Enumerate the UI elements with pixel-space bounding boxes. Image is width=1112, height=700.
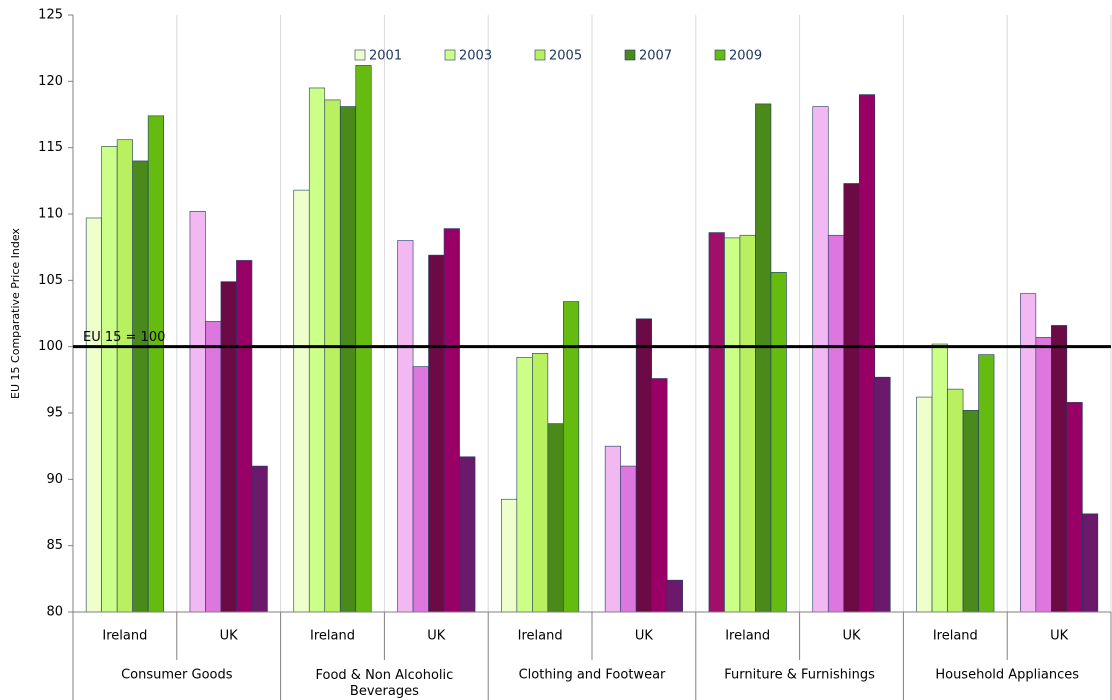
bar xyxy=(1035,337,1052,613)
bar xyxy=(843,183,860,613)
y-tick-label: 80 xyxy=(46,605,63,620)
bar xyxy=(532,352,549,613)
bar xyxy=(1020,293,1037,613)
bar xyxy=(874,376,891,613)
x-tick-label: UK xyxy=(1050,629,1069,644)
bar xyxy=(339,106,357,613)
reference-label: EU 15 = 100 xyxy=(83,330,165,345)
bar xyxy=(724,237,741,613)
bar xyxy=(116,139,133,613)
bar xyxy=(412,366,429,613)
x-tick-label: UK xyxy=(842,629,861,644)
bar xyxy=(236,260,253,613)
y-axis-label: EU 15 Comparative Price Index xyxy=(9,228,22,399)
bar xyxy=(620,465,637,613)
x-tick-label: UK xyxy=(635,629,654,644)
bar xyxy=(978,354,995,613)
bar xyxy=(1066,402,1083,613)
bar xyxy=(355,65,372,613)
y-tick-label: 105 xyxy=(38,273,63,288)
legend-swatch xyxy=(354,49,366,61)
group-label: Clothing and Footwear xyxy=(519,668,666,683)
bar xyxy=(189,211,206,613)
legend-swatch xyxy=(534,49,546,61)
bar xyxy=(501,498,518,613)
x-tick-label: Ireland xyxy=(518,629,563,644)
x-tick-label: Ireland xyxy=(310,629,355,644)
bar xyxy=(604,445,621,613)
bar xyxy=(220,281,237,613)
bar xyxy=(962,410,979,613)
y-tick-label: 85 xyxy=(46,538,63,553)
legend-swatch xyxy=(624,49,636,61)
legend-label: 2005 xyxy=(549,49,582,64)
bar xyxy=(827,234,845,613)
bar xyxy=(443,228,460,613)
x-tick-label: Ireland xyxy=(933,629,978,644)
bar xyxy=(916,396,933,613)
group-label: Furniture & Furnishings xyxy=(724,668,875,683)
bar xyxy=(651,378,668,613)
bar xyxy=(1082,513,1099,613)
bar xyxy=(397,240,414,613)
bar xyxy=(147,115,164,613)
x-tick-label: UK xyxy=(220,629,239,644)
y-tick-label: 115 xyxy=(38,140,63,155)
bar xyxy=(635,318,652,613)
bar xyxy=(666,579,683,613)
legend-swatch xyxy=(714,49,726,61)
bar xyxy=(770,272,787,613)
legend-label: 2009 xyxy=(729,49,762,64)
bar xyxy=(101,146,118,613)
y-tick-label: 95 xyxy=(46,406,63,421)
group-label: Consumer Goods xyxy=(121,668,233,683)
bar xyxy=(459,456,476,613)
group-label: Food & Non Alcoholic Beverages xyxy=(316,668,454,699)
bar xyxy=(708,232,725,613)
bar xyxy=(739,234,756,613)
legend-label: 2001 xyxy=(369,49,402,64)
x-tick-label: Ireland xyxy=(725,629,770,644)
x-tick-label: UK xyxy=(427,629,446,644)
bar xyxy=(1051,325,1068,613)
bar xyxy=(931,343,948,613)
bar xyxy=(547,423,564,613)
y-tick-label: 125 xyxy=(38,8,63,23)
group-label: Household Appliances xyxy=(935,668,1079,683)
legend-label: 2007 xyxy=(639,49,672,64)
legend-swatch xyxy=(444,49,456,61)
bar xyxy=(947,388,964,613)
bar xyxy=(251,465,268,613)
bar xyxy=(516,356,533,613)
bar xyxy=(812,106,829,613)
bar xyxy=(85,217,102,613)
y-tick-label: 110 xyxy=(38,207,63,222)
bar xyxy=(132,160,149,613)
bar xyxy=(293,189,310,613)
y-tick-label: 100 xyxy=(38,339,63,354)
bar xyxy=(428,254,445,613)
bar xyxy=(205,321,222,613)
bar xyxy=(308,87,326,613)
y-tick-label: 90 xyxy=(46,472,63,487)
bar xyxy=(858,94,876,613)
y-tick-label: 120 xyxy=(38,74,63,89)
bar xyxy=(755,103,772,613)
legend-label: 2003 xyxy=(459,49,492,64)
x-tick-label: Ireland xyxy=(102,629,147,644)
bar xyxy=(324,99,341,613)
